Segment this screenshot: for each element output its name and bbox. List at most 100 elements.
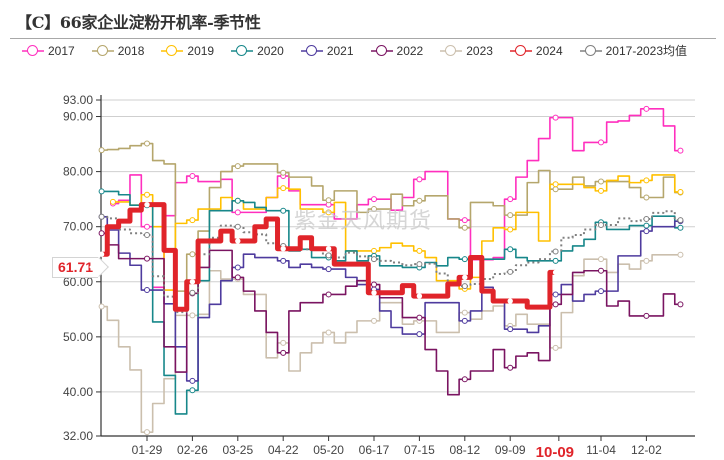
data-point (507, 246, 514, 253)
data-point (144, 191, 150, 198)
x-tick-label: 06-17 (359, 443, 390, 457)
data-point (507, 268, 514, 275)
x-tick-label: 07-15 (404, 443, 435, 457)
series-line-2021 (101, 215, 681, 382)
series-line-2017 (112, 108, 681, 289)
legend-marker-icon (231, 44, 254, 57)
y-tick-label: 70.00 (63, 220, 93, 234)
data-point (677, 217, 684, 224)
data-point (461, 376, 468, 383)
data-point (371, 256, 377, 263)
data-point (507, 226, 514, 233)
data-point (144, 231, 150, 238)
data-point (280, 207, 287, 214)
legend-item-2023[interactable]: 2023 (440, 44, 493, 58)
data-point (325, 197, 332, 204)
data-point (325, 291, 332, 298)
data-point (189, 251, 196, 258)
data-point (234, 163, 241, 170)
legend-label: 2023 (466, 43, 493, 58)
data-point (552, 269, 559, 276)
data-point (325, 209, 332, 216)
data-point (416, 197, 423, 204)
data-point (461, 309, 468, 316)
legend-item-2018[interactable]: 2018 (91, 44, 144, 58)
data-point (280, 169, 287, 176)
x-tick-label: 04-22 (268, 443, 299, 457)
legend-marker-icon (579, 44, 602, 57)
legend-item-2021[interactable]: 2021 (300, 44, 354, 58)
data-point (643, 312, 650, 319)
data-point (325, 266, 332, 273)
title-divider (10, 38, 716, 39)
data-point (598, 288, 604, 295)
data-point (598, 187, 604, 194)
data-point (325, 246, 332, 252)
data-point (235, 238, 241, 244)
legend-marker-icon (440, 44, 463, 57)
legend-item-2019[interactable]: 2019 (161, 44, 214, 58)
data-point (144, 140, 150, 147)
series-line-2023 (101, 253, 681, 433)
legend-label: 2017-2023均值 (605, 44, 688, 58)
data-point (416, 176, 423, 183)
data-point (552, 181, 559, 188)
data-point (507, 364, 514, 371)
data-point (507, 212, 514, 219)
data-point (144, 287, 150, 294)
data-point (98, 303, 105, 310)
x-tick-label: 12-02 (631, 443, 662, 457)
data-point (144, 223, 150, 230)
x-tick-label: 02-26 (177, 443, 208, 457)
data-point (462, 274, 468, 281)
data-point (643, 194, 650, 201)
legend-label: 2020 (257, 43, 284, 58)
data-point (552, 344, 559, 351)
legend-marker-icon (91, 44, 114, 57)
data-point (325, 329, 332, 336)
y-tick-label: 93.00 (63, 93, 93, 107)
x-tick-label: 01-29 (132, 443, 163, 457)
data-point (643, 177, 650, 184)
data-point (234, 223, 241, 230)
legend-label: 2019 (187, 43, 215, 58)
legend: 2017 2018 2019 2020 2021 2022 2023 2024 2017-202… (22, 42, 704, 59)
data-point (416, 247, 423, 254)
legend-item-2022[interactable]: 2022 (370, 43, 424, 58)
data-point (189, 279, 196, 285)
legend-marker-icon (22, 44, 44, 57)
data-point (416, 293, 423, 299)
legend-marker-icon (300, 44, 323, 57)
data-point (598, 256, 604, 263)
data-point (234, 197, 241, 204)
data-point (280, 257, 287, 264)
data-point (461, 256, 468, 263)
legend-item-2020[interactable]: 2020 (231, 44, 284, 58)
data-point (234, 264, 241, 271)
data-point (677, 251, 684, 258)
legend-label: 2022 (396, 43, 424, 58)
data-point (461, 224, 468, 231)
legend-item-2024[interactable]: 2024 (509, 43, 563, 58)
data-point (677, 224, 684, 231)
series-line-2020 (101, 190, 681, 415)
data-point (507, 326, 514, 333)
data-point (234, 209, 241, 216)
series-line-2017-2023均值 (101, 210, 681, 314)
data-point (144, 429, 150, 436)
data-point (371, 206, 377, 213)
data-point (677, 301, 684, 308)
data-point (507, 298, 513, 304)
data-point (598, 267, 604, 274)
legend-item-2017-2023均值[interactable]: 2017-2023均值 (579, 42, 688, 59)
legend-marker-icon (370, 44, 393, 57)
legend-item-2017[interactable]: 2017 (22, 44, 75, 58)
data-point (371, 196, 377, 203)
data-point (189, 173, 196, 180)
x-tick-label: 09-09 (495, 443, 526, 457)
data-point (280, 185, 287, 192)
y-tick-label: 40.00 (63, 385, 93, 399)
data-point (189, 377, 196, 384)
legend-label: 2024 (535, 43, 563, 58)
